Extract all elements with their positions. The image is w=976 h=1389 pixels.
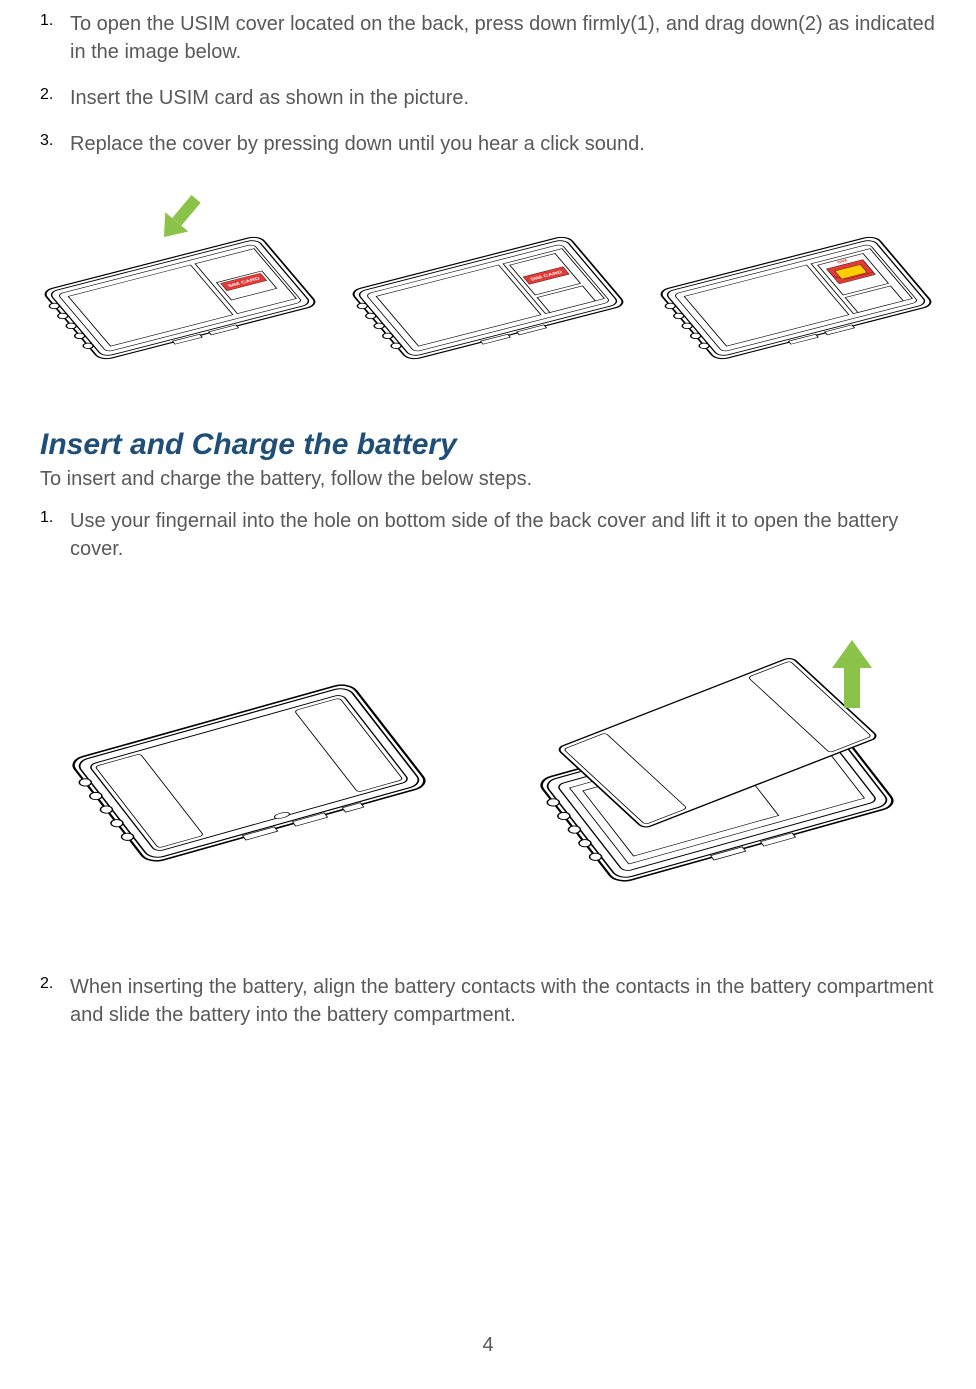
page-number: 4 bbox=[482, 1334, 493, 1357]
step-text: When inserting the battery, align the ba… bbox=[70, 976, 933, 1026]
step-text: To open the USIM cover located on the ba… bbox=[70, 13, 935, 63]
usim-step-1: To open the USIM cover located on the ba… bbox=[40, 10, 936, 66]
usim-figure-1: SIM CARD bbox=[40, 188, 320, 388]
step-text: Replace the cover by pressing down until… bbox=[70, 133, 645, 155]
drag-arrow-icon bbox=[152, 189, 207, 247]
usim-step-2: Insert the USIM card as shown in the pic… bbox=[40, 84, 936, 112]
step-text: Use your fingernail into the hole on bot… bbox=[70, 510, 898, 560]
battery-step-1: Use your fingernail into the hole on bot… bbox=[40, 507, 936, 563]
usim-figure-row: SIM CARD SIM CARD bbox=[40, 188, 936, 388]
usim-figure-3: SIM bbox=[656, 188, 936, 388]
battery-figure-1 bbox=[59, 613, 439, 913]
battery-figure-row bbox=[40, 603, 936, 923]
battery-steps-list-2: When inserting the battery, align the ba… bbox=[40, 973, 936, 1029]
battery-figure-2 bbox=[517, 603, 917, 923]
step-text: Insert the USIM card as shown in the pic… bbox=[70, 87, 469, 109]
usim-steps-list: To open the USIM cover located on the ba… bbox=[40, 10, 936, 158]
battery-step-2: When inserting the battery, align the ba… bbox=[40, 973, 936, 1029]
usim-figure-2: SIM CARD bbox=[348, 188, 628, 388]
battery-intro-text: To insert and charge the battery, follow… bbox=[40, 468, 936, 491]
battery-steps-list: Use your fingernail into the hole on bot… bbox=[40, 507, 936, 563]
battery-section-heading: Insert and Charge the battery bbox=[40, 428, 936, 462]
lift-arrow-icon bbox=[832, 640, 872, 708]
usim-step-3: Replace the cover by pressing down until… bbox=[40, 130, 936, 158]
